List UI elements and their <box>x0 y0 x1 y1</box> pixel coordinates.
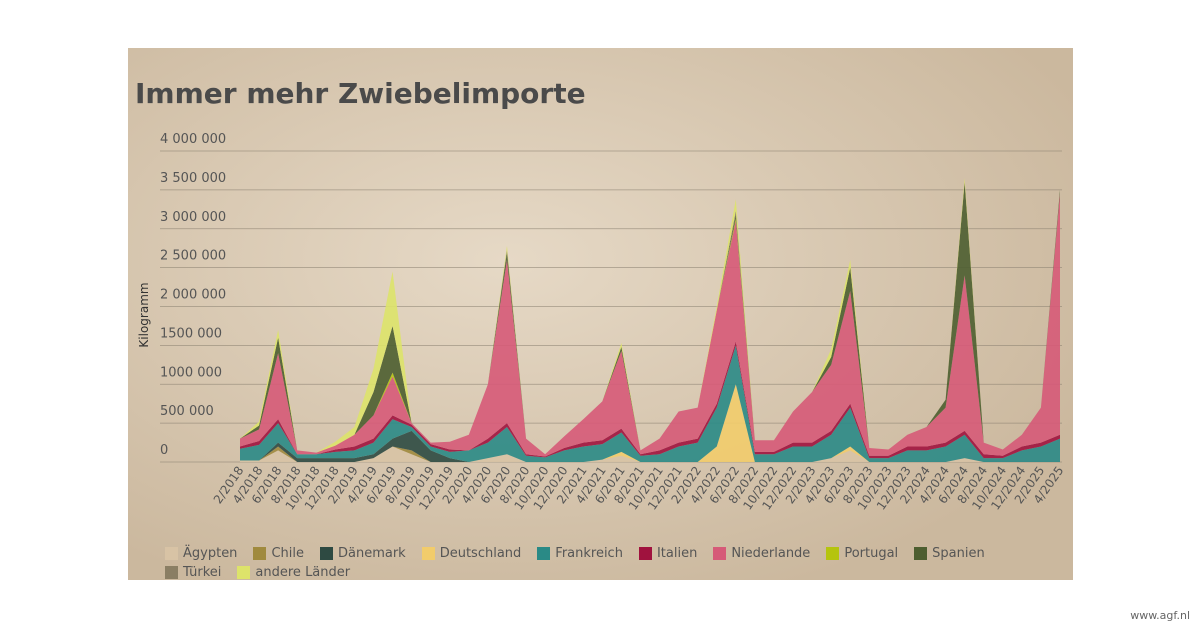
legend: Ägypten Chile Dänemark Deutschland Frankreic… <box>165 546 1055 580</box>
legend-item: Ägypten <box>165 546 237 561</box>
legend-swatch <box>421 547 435 560</box>
area <box>240 430 1060 462</box>
legend-item: Frankreich <box>537 546 623 561</box>
chart-card <box>128 48 1073 580</box>
y-tick-label: 2 500 000 <box>160 249 226 264</box>
legend-item: Spanien <box>914 546 985 561</box>
legend-item: Dänemark <box>319 546 406 561</box>
legend-item: Chile <box>253 546 304 561</box>
area <box>240 446 1060 462</box>
legend-label: Ägypten <box>183 546 238 561</box>
legend-item: andere Länder <box>237 565 350 580</box>
legend-label: Deutschland <box>439 546 522 561</box>
legend-item: Türkei <box>165 565 221 580</box>
legend-swatch <box>165 547 178 560</box>
legend-swatch <box>826 547 840 560</box>
legend-swatch <box>638 547 652 560</box>
area <box>240 193 1060 457</box>
legend-label: Chile <box>271 546 304 561</box>
legend-swatch <box>237 566 251 579</box>
legend-swatch <box>914 547 928 560</box>
area <box>240 345 1060 462</box>
watermark: www.agf.nl <box>1130 609 1190 622</box>
y-tick-label: 1500 000 <box>160 326 222 341</box>
legend-label: Spanien <box>932 546 985 561</box>
y-tick-label: 3 000 000 <box>160 210 226 225</box>
legend-swatch <box>165 566 178 579</box>
legend-label: Portugal <box>844 546 899 561</box>
y-axis-label: Kilogramm <box>137 282 151 347</box>
legend-swatch <box>713 547 727 560</box>
legend-label: andere Länder <box>255 565 351 580</box>
legend-label: Italien <box>656 546 698 561</box>
legend-label: Frankreich <box>555 546 623 561</box>
legend-item: Portugal <box>826 546 898 561</box>
y-tick-label: 4 000 000 <box>160 132 226 147</box>
legend-item: Niederlande <box>713 546 810 561</box>
y-tick-label: 1000 000 <box>160 365 222 380</box>
legend-swatch <box>319 547 333 560</box>
y-tick-label: 3 500 000 <box>160 171 226 186</box>
legend-item: Italien <box>638 546 698 561</box>
legend-swatch <box>253 547 267 560</box>
legend-label: Türkei <box>183 565 222 580</box>
legend-item: Deutschland <box>421 546 522 561</box>
y-tick-label: 0 <box>160 443 168 458</box>
y-tick-label: 2 000 000 <box>160 288 226 303</box>
legend-label: Dänemark <box>337 546 406 561</box>
chart-title: Immer mehr Zwiebelimporte <box>135 77 586 110</box>
legend-swatch <box>537 547 551 560</box>
legend-label: Niederlande <box>731 546 811 561</box>
y-tick-label: 500 000 <box>160 404 214 419</box>
